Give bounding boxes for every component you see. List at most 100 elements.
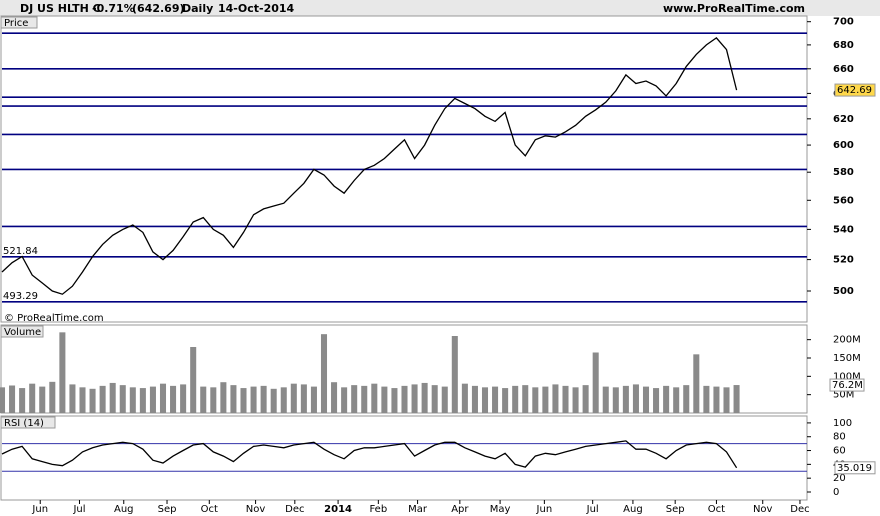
panel-title: Price bbox=[4, 18, 28, 29]
volume-bar bbox=[170, 385, 177, 413]
volume-bar bbox=[471, 385, 478, 413]
y-tick-label: 560 bbox=[833, 195, 854, 206]
volume-bar bbox=[502, 388, 509, 413]
volume-bar bbox=[0, 387, 6, 413]
y-tick-label: 620 bbox=[833, 114, 854, 125]
date: 14-Oct-2014 bbox=[218, 2, 295, 15]
x-tick-label: Aug bbox=[114, 504, 134, 515]
volume-bar bbox=[290, 383, 297, 413]
volume-bar bbox=[159, 383, 167, 413]
panel-title-box bbox=[0, 325, 44, 338]
volume-bar bbox=[39, 386, 46, 413]
volume-bar bbox=[592, 352, 599, 413]
volume-bar bbox=[683, 385, 690, 413]
volume-bar bbox=[49, 381, 56, 413]
y-tick-label: 150M bbox=[833, 353, 861, 364]
y-tick-label: 50M bbox=[833, 390, 854, 401]
last-value-box bbox=[834, 83, 876, 97]
y-tick-label: 580 bbox=[833, 167, 854, 178]
x-tick-label: Nov bbox=[246, 504, 266, 515]
volume-bar bbox=[642, 386, 650, 413]
volume-bar bbox=[200, 386, 207, 413]
volume-bar bbox=[632, 384, 639, 413]
volume-bar bbox=[361, 385, 368, 413]
y-tick-label: 200M bbox=[833, 335, 861, 346]
volume-bar bbox=[492, 386, 499, 413]
volume-bar bbox=[250, 386, 257, 413]
volume-bar bbox=[512, 385, 519, 413]
x-tick-label: Sep bbox=[666, 504, 685, 515]
y-tick-label: 100 bbox=[833, 418, 852, 429]
volume-bar bbox=[532, 387, 539, 413]
volume-bar bbox=[29, 383, 36, 413]
volume-bar bbox=[441, 386, 448, 413]
volume-bar bbox=[522, 385, 529, 413]
change: -0.71% bbox=[92, 2, 135, 15]
y-tick-label: 520 bbox=[833, 255, 854, 266]
volume-bar bbox=[552, 384, 559, 413]
y-tick-label: 540 bbox=[833, 224, 854, 235]
footer: © ProRealTime.com bbox=[4, 313, 104, 324]
volume-bar bbox=[109, 382, 116, 413]
panel-title: Volume bbox=[4, 327, 41, 338]
volume-bar bbox=[542, 386, 549, 413]
volume-bar bbox=[69, 384, 76, 413]
x-tick-label: Jul bbox=[72, 504, 85, 515]
instrument: DJ US HLTH C bbox=[20, 2, 101, 15]
volume-bar bbox=[19, 388, 26, 413]
level-label: 493.29 bbox=[3, 291, 38, 302]
last-value: 76.2M bbox=[832, 380, 863, 391]
volume-bar bbox=[431, 385, 438, 413]
y-tick-label: 0 bbox=[833, 487, 839, 498]
y-tick-label: 680 bbox=[833, 40, 854, 51]
x-tick-label: Oct bbox=[708, 504, 725, 515]
last-value-box bbox=[834, 461, 876, 475]
volume-bar bbox=[673, 387, 680, 413]
x-tick-label: May bbox=[490, 504, 511, 515]
volume-bar bbox=[190, 347, 197, 413]
volume-bar bbox=[391, 388, 398, 413]
volume-bar bbox=[149, 386, 156, 413]
volume-bar bbox=[210, 387, 217, 413]
volume-bar bbox=[562, 385, 569, 413]
x-tick-label: Jun bbox=[536, 504, 553, 515]
volume-bar bbox=[139, 388, 146, 413]
volume-bar bbox=[341, 387, 348, 413]
volume-bar bbox=[119, 385, 126, 413]
volume-bar bbox=[99, 385, 106, 413]
x-tick-label: Dec bbox=[285, 504, 304, 515]
volume-bar bbox=[401, 385, 408, 413]
volume-bar bbox=[411, 384, 418, 413]
volume-bar bbox=[622, 385, 629, 413]
x-tick-label: Jul bbox=[586, 504, 599, 515]
volume-bar bbox=[653, 388, 660, 413]
x-tick-label: Mar bbox=[408, 504, 428, 515]
period: Daily bbox=[182, 2, 213, 15]
volume-bar bbox=[351, 385, 358, 413]
volume-bar bbox=[602, 386, 609, 413]
volume-bar bbox=[300, 384, 307, 413]
y-tick-label: 100M bbox=[833, 371, 861, 382]
level-label: 521.84 bbox=[3, 246, 38, 257]
volume-bar bbox=[461, 383, 468, 413]
last-value-box bbox=[829, 378, 865, 392]
last-value: 35.019 bbox=[837, 463, 872, 474]
x-tick-label: Apr bbox=[451, 504, 469, 515]
volume-bar bbox=[240, 388, 247, 413]
volume-bar bbox=[129, 387, 136, 413]
volume-bar bbox=[9, 385, 16, 413]
x-tick-label: Oct bbox=[201, 504, 218, 515]
y-tick-label: 660 bbox=[833, 64, 854, 75]
y-tick-label: 20 bbox=[833, 473, 846, 484]
volume-bar bbox=[230, 385, 237, 413]
volume-bar bbox=[260, 385, 267, 413]
volume-bar bbox=[320, 334, 328, 413]
volume-bar bbox=[371, 383, 378, 413]
last-value: 642.69 bbox=[837, 85, 872, 96]
panel-title-box bbox=[0, 16, 38, 29]
volume-bar bbox=[381, 386, 388, 413]
volume-bar bbox=[663, 385, 670, 413]
series-line bbox=[1, 37, 738, 295]
